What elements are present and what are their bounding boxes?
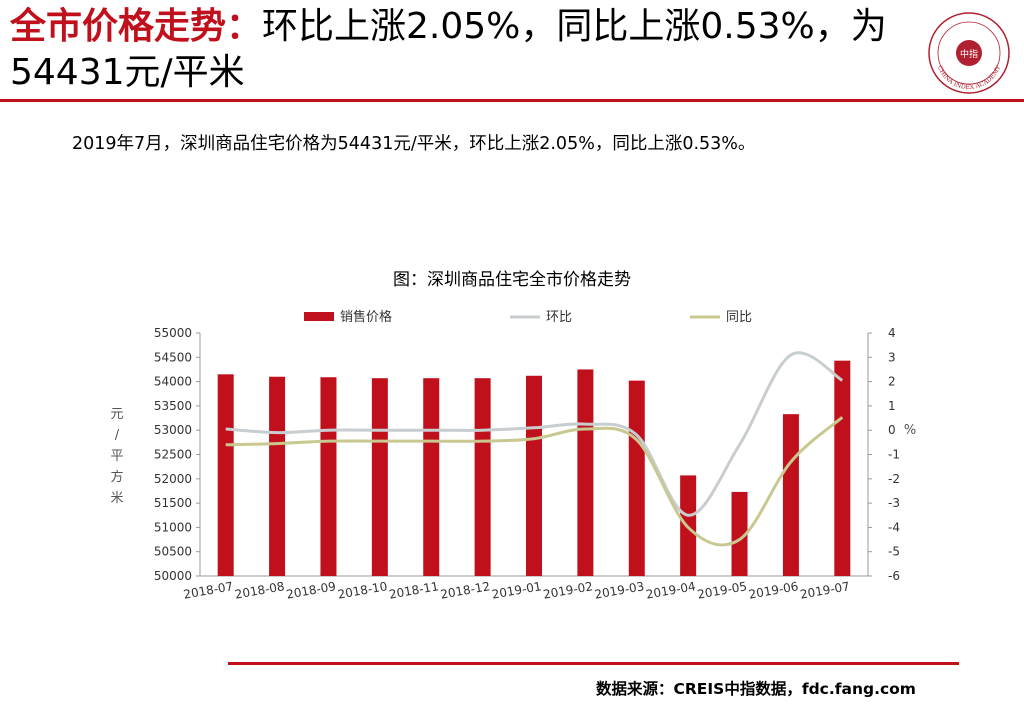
right-tick-label: 4 [888, 326, 896, 340]
x-tick-label: 2019-04 [645, 579, 697, 601]
x-tick-label: 2018-09 [285, 579, 337, 601]
title-divider [0, 99, 1024, 102]
yoy-line [225, 416, 844, 547]
right-tick-label: -5 [888, 545, 900, 559]
price-bar [628, 380, 645, 576]
legend-label-price: 销售价格 [340, 309, 392, 325]
legend-label-yoy: 同比 [726, 310, 752, 325]
y-axis-label-char: 元 [110, 407, 123, 422]
y-axis-label-char: 方 [110, 469, 123, 485]
legend-label-mom: 环比 [546, 310, 572, 325]
summary-text: 2019年7月，深圳商品住宅价格为54431元/平米，环比上涨2.05%，同比上… [72, 134, 756, 154]
price-bar [423, 378, 440, 576]
x-tick-label: 2019-05 [696, 579, 748, 601]
x-tick-label: 2018-12 [439, 579, 491, 601]
x-tick-label: 2018-10 [337, 579, 389, 601]
price-bar [474, 378, 491, 576]
left-tick-label: 52000 [154, 472, 192, 486]
headline-rest: 环比上涨2.05%，同比上涨0.53%，为54431元/平米 [10, 6, 887, 93]
x-tick-label: 2019-07 [799, 579, 851, 601]
y-axis-label-char: 平 [110, 449, 123, 464]
price-bar [782, 414, 799, 576]
chart-title: 图：深圳商品住宅全市价格走势 [393, 270, 631, 290]
right-tick-label: -6 [888, 569, 900, 583]
price-bar [217, 374, 234, 576]
x-tick-label: 2019-06 [748, 579, 800, 601]
price-bar [320, 377, 337, 576]
footer-divider [228, 662, 959, 665]
left-tick-label: 55000 [154, 326, 192, 340]
china-index-academy-seal-icon: 中指 CHINA INDEX ACADEMY [928, 12, 1010, 94]
y-axis-label-char: / [115, 428, 120, 443]
headline: 全市价格走势：环比上涨2.05%，同比上涨0.53%，为54431元/平米 [10, 4, 890, 96]
left-tick-label: 51500 [154, 496, 192, 510]
headline-highlight: 全市价格走势： [10, 6, 263, 47]
right-tick-label: 1 [888, 399, 896, 413]
logo-ring-text: CHINA INDEX ACADEMY [936, 64, 1003, 91]
svg-text:CHINA INDEX ACADEMY: CHINA INDEX ACADEMY [936, 64, 1003, 91]
left-tick-label: 51000 [154, 520, 192, 534]
legend-swatch-price [304, 312, 334, 321]
right-tick-label: -3 [888, 496, 900, 510]
right-tick-label: -1 [888, 448, 900, 462]
x-tick-label: 2018-08 [234, 579, 286, 601]
right-tick-label: 3 [888, 350, 896, 364]
logo-center-text: 中指 [960, 48, 978, 60]
price-bar [526, 375, 542, 576]
price-trend-chart: 50000 50500 51000 51500 52000 52500 53000 53500… [110, 309, 916, 602]
y-axis-label-char: 米 [110, 491, 123, 506]
right-tick-label: -4 [888, 520, 900, 534]
left-tick-label: 50500 [154, 545, 192, 559]
price-bar [577, 369, 594, 576]
left-tick-label: 54000 [154, 375, 192, 389]
x-tick-label: 2019-02 [542, 579, 594, 601]
left-tick-label: 52500 [154, 448, 192, 462]
price-bar [834, 360, 851, 576]
x-tick-label: 2019-01 [491, 579, 543, 601]
left-tick-label: 50000 [154, 569, 192, 583]
data-source: 数据来源：CREIS中指数据，fdc.fang.com [596, 680, 916, 698]
right-tick-label: 0 [888, 423, 896, 437]
x-tick-label: 2019-03 [593, 579, 645, 601]
price-bar [371, 378, 388, 576]
price-bar [269, 376, 286, 576]
left-tick-label: 54500 [154, 350, 192, 364]
price-bar [731, 491, 748, 576]
left-tick-label: 53500 [154, 399, 192, 413]
mom-line [225, 351, 844, 517]
x-tick-label: 2018-11 [388, 579, 440, 601]
right-tick-label: 2 [888, 375, 896, 389]
right-tick-label: -2 [888, 472, 900, 486]
left-tick-label: 53000 [154, 423, 192, 437]
y2-axis-label: % [904, 423, 916, 438]
